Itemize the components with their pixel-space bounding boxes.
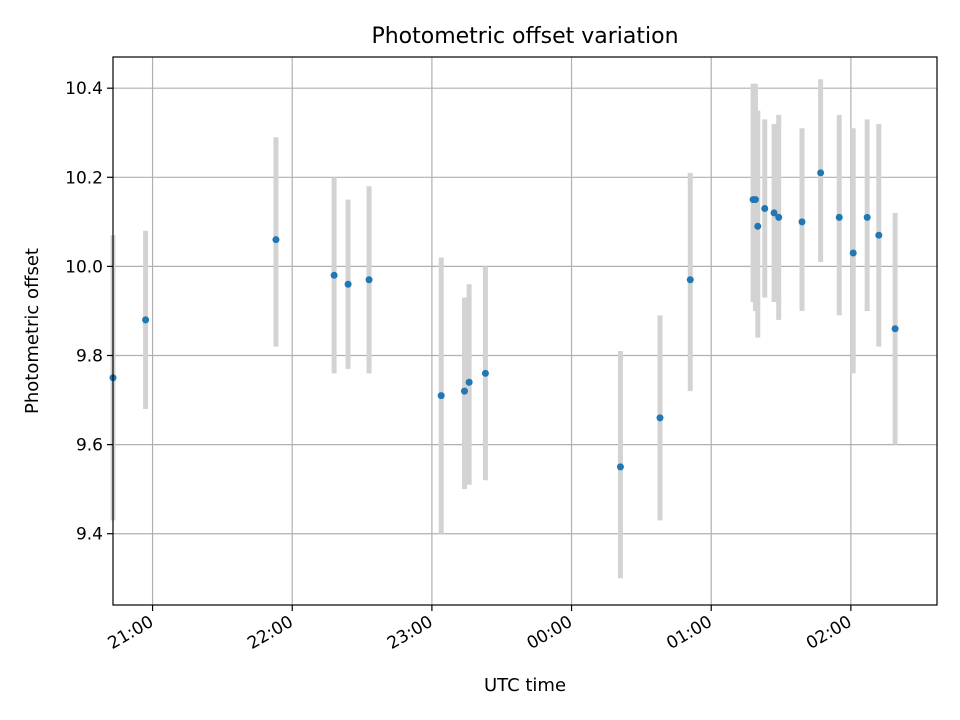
y-axis-ticks: 9.4 9.6 9.8 10.0 10.2 10.4 xyxy=(65,79,113,545)
data-point xyxy=(656,414,664,422)
data-point xyxy=(775,213,783,221)
x-axis-label: UTC time xyxy=(484,675,566,696)
data-point xyxy=(817,169,825,177)
data-point xyxy=(798,218,806,226)
data-point xyxy=(272,236,280,244)
data-point xyxy=(365,276,373,284)
data-point xyxy=(437,392,445,400)
data-point xyxy=(875,231,883,239)
data-point xyxy=(686,276,694,284)
y-tick-label: 9.6 xyxy=(76,436,103,456)
plot-frame xyxy=(112,56,938,606)
data-point xyxy=(142,316,150,324)
data-points xyxy=(109,169,899,471)
data-point xyxy=(770,209,778,217)
data-point xyxy=(761,204,769,212)
y-tick-label: 9.4 xyxy=(76,525,103,545)
data-point xyxy=(460,387,468,395)
data-point xyxy=(481,369,489,377)
data-point xyxy=(835,213,843,221)
y-tick-label: 10.0 xyxy=(65,257,103,277)
y-tick-label: 9.8 xyxy=(76,347,103,367)
chart-title: Photometric offset variation xyxy=(371,24,678,49)
data-point xyxy=(751,196,759,204)
data-point xyxy=(344,280,352,288)
data-point xyxy=(616,463,624,471)
y-tick-label: 10.4 xyxy=(65,79,103,99)
data-point xyxy=(330,271,338,279)
data-point xyxy=(849,249,857,257)
y-tick-label: 10.2 xyxy=(65,168,103,188)
data-point xyxy=(754,222,762,230)
data-point xyxy=(863,213,871,221)
data-point xyxy=(891,325,899,333)
data-point xyxy=(465,378,473,386)
y-axis-label: Photometric offset xyxy=(22,248,43,414)
